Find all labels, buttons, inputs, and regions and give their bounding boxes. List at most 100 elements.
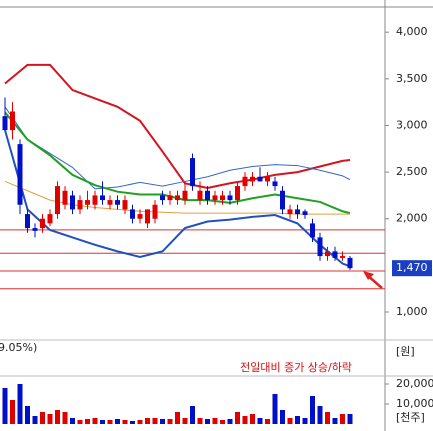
- volume-bar: [332, 418, 338, 424]
- candle-body: [107, 200, 113, 205]
- candle-body: [310, 223, 315, 238]
- volume-bar: [302, 418, 308, 424]
- candle-body: [257, 176, 263, 182]
- volume-bar: [137, 420, 143, 424]
- volume-bar: [287, 418, 293, 424]
- volume-bar: [47, 414, 53, 424]
- candle-body: [272, 181, 278, 187]
- volume-bar: [145, 418, 150, 424]
- volume-bar: [70, 418, 75, 424]
- candle-body: [122, 200, 128, 210]
- candle-body: [10, 111, 15, 131]
- candle-body: [160, 195, 165, 201]
- volume-bar: [205, 419, 210, 424]
- candle-body: [2, 116, 8, 131]
- volume-bar: [115, 419, 120, 424]
- volume-bar: [77, 420, 83, 424]
- candle-body: [340, 256, 345, 258]
- change-label: 9.05%): [0, 341, 37, 354]
- volume-bar: [32, 416, 38, 424]
- volume-bar: [107, 420, 113, 424]
- volume-title: 전일대비 증가 상승/하락: [240, 360, 352, 374]
- volume-bar: [257, 418, 263, 424]
- candle-body: [347, 257, 353, 269]
- volume-bar: [295, 416, 300, 424]
- volume-bar: [167, 419, 173, 424]
- candle-body: [25, 214, 30, 229]
- volume-bar: [340, 414, 345, 424]
- candle-body: [265, 176, 270, 182]
- y-tick-label: 2,000: [396, 212, 428, 225]
- candle-body: [62, 190, 68, 205]
- volume-bar: [40, 412, 45, 424]
- candle-body: [302, 211, 308, 216]
- volume-bar: [122, 420, 128, 424]
- volume-bar: [160, 419, 165, 424]
- volume-bar: [55, 410, 60, 424]
- volume-bar: [130, 421, 135, 424]
- candle-body: [92, 195, 98, 205]
- volume-bar: [265, 419, 270, 424]
- y-tick-label: 3,500: [396, 72, 428, 85]
- current-price-box: [392, 260, 432, 277]
- volume-bar: [2, 388, 8, 424]
- candle-body: [17, 144, 23, 205]
- candle-body: [32, 228, 38, 231]
- candle-body: [152, 204, 158, 219]
- y-tick-label: 3,000: [396, 118, 428, 131]
- candle-body: [55, 186, 60, 215]
- candle-body: [197, 190, 203, 201]
- volume-bar: [92, 418, 98, 424]
- candle-body: [130, 209, 135, 219]
- current-price-label: 1,470: [396, 261, 428, 274]
- volume-unit: [천주]: [396, 410, 425, 424]
- volume-bar: [242, 416, 248, 424]
- volume-bar: [310, 396, 315, 424]
- candle-body: [220, 195, 225, 201]
- volume-bar: [325, 412, 330, 424]
- volume-bar: [190, 406, 195, 424]
- volume-bar: [100, 420, 105, 424]
- candle-body: [175, 195, 180, 201]
- candle-body: [167, 195, 173, 201]
- volume-bar: [175, 412, 180, 424]
- candle-body: [205, 190, 210, 201]
- candle-body: [115, 200, 120, 205]
- volume-bar: [62, 412, 68, 424]
- candle-body: [280, 190, 285, 210]
- volume-bar: [197, 418, 203, 424]
- candle-body: [190, 158, 195, 187]
- candle-body: [317, 237, 323, 257]
- volume-bar: [152, 418, 158, 424]
- candle-body: [77, 200, 83, 210]
- candle-body: [70, 195, 75, 210]
- volume-bar: [220, 420, 225, 424]
- candle-body: [287, 209, 293, 215]
- candle-body: [212, 195, 218, 201]
- indicator-line: [4, 106, 351, 190]
- candle-body: [100, 195, 105, 201]
- y-tick-label: 2,500: [396, 165, 428, 178]
- candle-body: [235, 186, 240, 201]
- volume-bar: [212, 418, 218, 424]
- volume-tick-label: 10,000: [396, 397, 433, 410]
- candle-body: [40, 218, 45, 229]
- volume-bar: [272, 394, 278, 424]
- indicator-line: [4, 63, 351, 189]
- volume-bar: [235, 412, 240, 424]
- candle-body: [182, 190, 188, 201]
- candle-body: [47, 214, 53, 224]
- volume-tick-label: 20,000: [396, 377, 433, 390]
- candle-body: [250, 176, 255, 182]
- volume-bar: [280, 410, 285, 424]
- candle-body: [295, 209, 300, 215]
- volume-bar: [317, 406, 323, 424]
- candle-body: [137, 214, 143, 219]
- candle-body: [227, 195, 233, 201]
- candle-body: [332, 251, 338, 258]
- volume-bar: [10, 400, 15, 424]
- candle-body: [242, 176, 248, 187]
- candle-body: [145, 209, 150, 224]
- arrow: [363, 271, 383, 289]
